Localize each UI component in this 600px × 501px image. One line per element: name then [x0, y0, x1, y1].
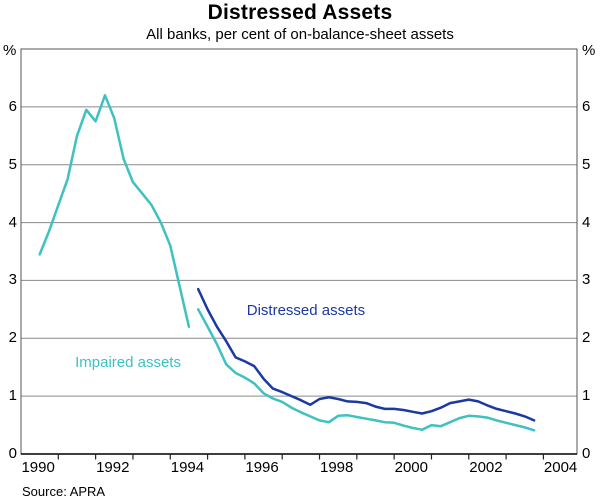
y-tick-label-left: 2 [8, 329, 17, 347]
y-tick-label-left: 1 [8, 387, 17, 405]
y-axis-unit-right: % [582, 42, 596, 59]
x-tick-label: 2004 [543, 459, 578, 476]
y-tick-label-right: 1 [582, 387, 591, 405]
page-title: Distressed Assets [207, 1, 393, 24]
y-tick-label-right: 6 [582, 97, 591, 115]
y-tick-label-right: 0 [582, 445, 591, 462]
x-tick-label: 1996 [245, 459, 279, 476]
x-tick-label: 1990 [21, 459, 55, 476]
distressed-assets-label: Distressed assets [246, 302, 366, 320]
y-tick-label-left: 3 [8, 271, 17, 289]
x-tick-label: 2002 [469, 459, 503, 476]
impaired-assets-line [196, 308, 536, 432]
distressed-assets-line [196, 287, 536, 422]
source-note: Source: APRA [22, 484, 106, 499]
plot-frame [20, 48, 578, 455]
x-tick-label: 1998 [320, 459, 354, 476]
y-tick-label-left: 5 [8, 155, 17, 173]
y-tick-label-left: 6 [8, 97, 17, 115]
y-tick-label-right: 5 [582, 155, 591, 173]
impaired-assets-pre1994-line [38, 94, 191, 328]
y-axis-unit-left: % [3, 42, 17, 59]
y-tick-label-right: 4 [582, 213, 591, 231]
y-tick-label-right: 2 [582, 329, 591, 347]
x-tick-label: 2000 [394, 459, 428, 476]
y-tick-label-left: 4 [8, 213, 17, 231]
impaired-assets-label: Impaired assets [75, 353, 181, 371]
y-tick-label-left: 0 [8, 445, 17, 462]
y-tick-label-right: 3 [582, 271, 591, 289]
page-subtitle: All banks, per cent of on-balance-sheet … [146, 26, 454, 43]
x-tick-label: 1994 [170, 459, 205, 476]
x-tick-label: 1992 [96, 459, 130, 476]
